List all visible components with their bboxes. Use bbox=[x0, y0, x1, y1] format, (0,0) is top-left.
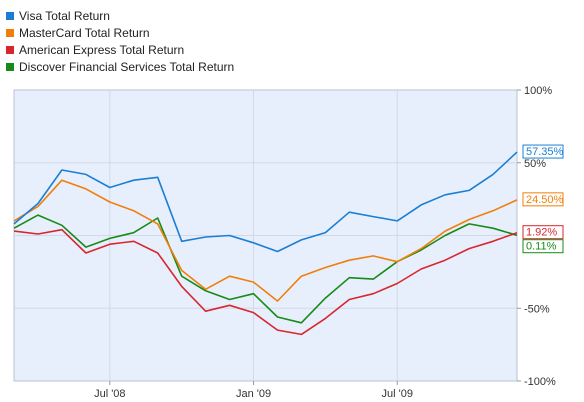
legend-label-discover: Discover Financial Services Total Return bbox=[19, 60, 235, 74]
legend-swatch-discover bbox=[6, 63, 14, 71]
end-label-discover: 0.11% bbox=[526, 241, 557, 253]
legend-swatch-amex bbox=[6, 46, 14, 54]
series-layer bbox=[13, 151, 518, 336]
axis-layer: 100% 50% -50% -100% Jul '08 Jan '09 Jul '09 bbox=[94, 85, 556, 400]
end-label-amex: 1.92% bbox=[526, 227, 557, 239]
series-line-amex bbox=[13, 228, 518, 336]
y-tick-label: -50% bbox=[524, 303, 550, 315]
y-tick-label: 100% bbox=[524, 85, 552, 97]
end-label-box-discover bbox=[522, 239, 564, 254]
grid-lines bbox=[14, 90, 517, 381]
y-tick-label: -100% bbox=[524, 376, 556, 388]
end-label-visa: 57.35% bbox=[526, 146, 564, 158]
legend-label-visa: Visa Total Return bbox=[19, 9, 110, 23]
x-tick-label: Jul '09 bbox=[382, 388, 413, 400]
end-label-mastercard: 24.50% bbox=[526, 194, 564, 206]
end-label-box-amex bbox=[522, 225, 564, 240]
end-label-box-visa bbox=[522, 144, 564, 159]
legend-label-mastercard: MasterCard Total Return bbox=[19, 26, 150, 40]
x-tick-label: Jan '09 bbox=[236, 388, 271, 400]
series-line-visa bbox=[13, 151, 518, 253]
legend-swatch-mastercard bbox=[6, 29, 14, 37]
series-line-mastercard bbox=[13, 179, 518, 302]
legend-label-amex: American Express Total Return bbox=[19, 43, 185, 57]
series-line-discover bbox=[13, 214, 518, 324]
end-label-box-mastercard bbox=[522, 192, 564, 207]
x-tick-label: Jul '08 bbox=[94, 388, 125, 400]
legend-swatch-visa bbox=[6, 12, 14, 20]
end-label-layer: 57.35% 24.50% 1.92% 0.11% bbox=[522, 144, 564, 254]
y-tick-label: 50% bbox=[524, 158, 546, 170]
